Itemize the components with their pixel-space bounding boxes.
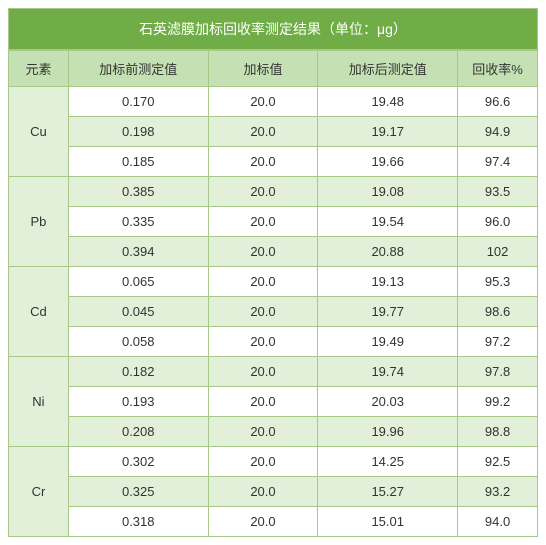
cell-after: 19.54 bbox=[318, 207, 458, 237]
table-row: 0.18520.019.6697.4 bbox=[9, 147, 538, 177]
cell-recovery: 98.6 bbox=[458, 297, 538, 327]
table-row: Cd0.06520.019.1395.3 bbox=[9, 267, 538, 297]
col-header-element: 元素 bbox=[9, 51, 69, 87]
element-cell: Cr bbox=[9, 447, 69, 537]
cell-spike: 20.0 bbox=[208, 387, 318, 417]
cell-before: 0.170 bbox=[68, 87, 208, 117]
table-row: 0.20820.019.9698.8 bbox=[9, 417, 538, 447]
cell-recovery: 97.4 bbox=[458, 147, 538, 177]
cell-spike: 20.0 bbox=[208, 237, 318, 267]
cell-after: 15.27 bbox=[318, 477, 458, 507]
table-body: Cu0.17020.019.4896.60.19820.019.1794.90.… bbox=[9, 87, 538, 537]
recovery-table: 元素 加标前测定值 加标值 加标后测定值 回收率% Cu0.17020.019.… bbox=[8, 50, 538, 537]
table-row: 0.33520.019.5496.0 bbox=[9, 207, 538, 237]
table-container: 石英滤膜加标回收率测定结果（单位：μg） 元素 加标前测定值 加标值 加标后测定… bbox=[8, 8, 538, 537]
cell-recovery: 96.0 bbox=[458, 207, 538, 237]
cell-recovery: 96.6 bbox=[458, 87, 538, 117]
cell-after: 19.96 bbox=[318, 417, 458, 447]
table-row: 0.19820.019.1794.9 bbox=[9, 117, 538, 147]
element-cell: Ni bbox=[9, 357, 69, 447]
cell-before: 0.302 bbox=[68, 447, 208, 477]
cell-after: 20.88 bbox=[318, 237, 458, 267]
cell-recovery: 92.5 bbox=[458, 447, 538, 477]
cell-spike: 20.0 bbox=[208, 147, 318, 177]
cell-before: 0.185 bbox=[68, 147, 208, 177]
table-row: Pb0.38520.019.0893.5 bbox=[9, 177, 538, 207]
cell-spike: 20.0 bbox=[208, 177, 318, 207]
element-cell: Pb bbox=[9, 177, 69, 267]
cell-after: 19.13 bbox=[318, 267, 458, 297]
table-row: Cu0.17020.019.4896.6 bbox=[9, 87, 538, 117]
cell-after: 15.01 bbox=[318, 507, 458, 537]
cell-recovery: 94.0 bbox=[458, 507, 538, 537]
cell-spike: 20.0 bbox=[208, 447, 318, 477]
table-row: Cr0.30220.014.2592.5 bbox=[9, 447, 538, 477]
cell-before: 0.385 bbox=[68, 177, 208, 207]
cell-after: 19.17 bbox=[318, 117, 458, 147]
cell-spike: 20.0 bbox=[208, 507, 318, 537]
cell-after: 19.66 bbox=[318, 147, 458, 177]
element-cell: Cu bbox=[9, 87, 69, 177]
cell-spike: 20.0 bbox=[208, 417, 318, 447]
cell-recovery: 95.3 bbox=[458, 267, 538, 297]
cell-spike: 20.0 bbox=[208, 297, 318, 327]
cell-after: 19.48 bbox=[318, 87, 458, 117]
cell-before: 0.058 bbox=[68, 327, 208, 357]
table-row: 0.19320.020.0399.2 bbox=[9, 387, 538, 417]
cell-before: 0.065 bbox=[68, 267, 208, 297]
table-row: 0.05820.019.4997.2 bbox=[9, 327, 538, 357]
cell-spike: 20.0 bbox=[208, 87, 318, 117]
header-row: 元素 加标前测定值 加标值 加标后测定值 回收率% bbox=[9, 51, 538, 87]
cell-before: 0.193 bbox=[68, 387, 208, 417]
cell-recovery: 99.2 bbox=[458, 387, 538, 417]
cell-after: 19.08 bbox=[318, 177, 458, 207]
cell-after: 20.03 bbox=[318, 387, 458, 417]
cell-before: 0.208 bbox=[68, 417, 208, 447]
cell-before: 0.394 bbox=[68, 237, 208, 267]
cell-spike: 20.0 bbox=[208, 477, 318, 507]
cell-after: 19.74 bbox=[318, 357, 458, 387]
cell-before: 0.335 bbox=[68, 207, 208, 237]
table-row: 0.32520.015.2793.2 bbox=[9, 477, 538, 507]
table-row: 0.04520.019.7798.6 bbox=[9, 297, 538, 327]
cell-before: 0.318 bbox=[68, 507, 208, 537]
cell-before: 0.198 bbox=[68, 117, 208, 147]
cell-before: 0.325 bbox=[68, 477, 208, 507]
col-header-spike: 加标值 bbox=[208, 51, 318, 87]
cell-after: 14.25 bbox=[318, 447, 458, 477]
col-header-before: 加标前测定值 bbox=[68, 51, 208, 87]
table-row: Ni0.18220.019.7497.8 bbox=[9, 357, 538, 387]
cell-recovery: 97.2 bbox=[458, 327, 538, 357]
cell-before: 0.182 bbox=[68, 357, 208, 387]
cell-recovery: 93.2 bbox=[458, 477, 538, 507]
col-header-recovery: 回收率% bbox=[458, 51, 538, 87]
cell-spike: 20.0 bbox=[208, 117, 318, 147]
cell-recovery: 98.8 bbox=[458, 417, 538, 447]
cell-after: 19.77 bbox=[318, 297, 458, 327]
col-header-after: 加标后测定值 bbox=[318, 51, 458, 87]
table-title: 石英滤膜加标回收率测定结果（单位：μg） bbox=[8, 8, 538, 50]
cell-before: 0.045 bbox=[68, 297, 208, 327]
cell-spike: 20.0 bbox=[208, 357, 318, 387]
cell-after: 19.49 bbox=[318, 327, 458, 357]
cell-recovery: 94.9 bbox=[458, 117, 538, 147]
cell-spike: 20.0 bbox=[208, 207, 318, 237]
cell-spike: 20.0 bbox=[208, 267, 318, 297]
cell-recovery: 93.5 bbox=[458, 177, 538, 207]
cell-spike: 20.0 bbox=[208, 327, 318, 357]
table-row: 0.39420.020.88102 bbox=[9, 237, 538, 267]
cell-recovery: 102 bbox=[458, 237, 538, 267]
table-row: 0.31820.015.0194.0 bbox=[9, 507, 538, 537]
cell-recovery: 97.8 bbox=[458, 357, 538, 387]
element-cell: Cd bbox=[9, 267, 69, 357]
